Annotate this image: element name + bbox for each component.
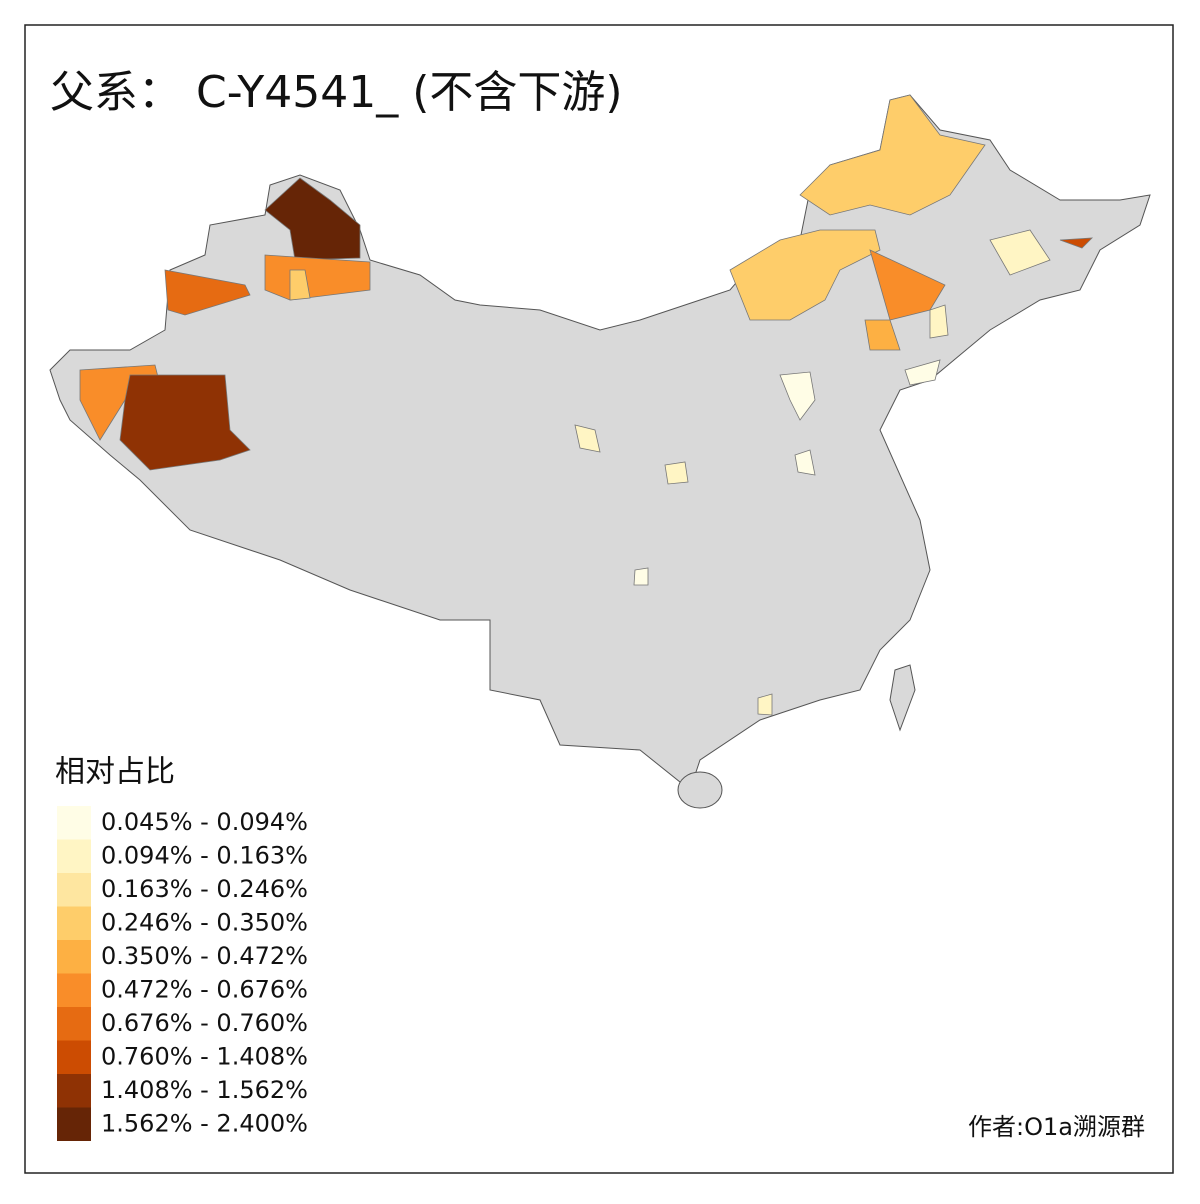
region	[1059, 237, 1094, 249]
legend-swatch	[57, 1007, 91, 1041]
region	[664, 461, 689, 485]
taiwan	[889, 664, 916, 732]
region	[729, 229, 881, 321]
region	[633, 567, 649, 586]
map-title: 父系： C-Y4541_ (不含下游)	[50, 67, 623, 118]
legend-swatch	[57, 973, 91, 1007]
region	[794, 449, 816, 476]
region	[574, 424, 601, 453]
legend: 0.045% - 0.094% 0.094% - 0.163% 0.163% - 0…	[57, 806, 308, 1141]
china-map	[49, 94, 1151, 809]
legend-title: 相对占比	[55, 755, 175, 790]
region	[904, 359, 941, 386]
legend-label: 1.562% - 2.400%	[101, 1110, 308, 1138]
hainan	[677, 771, 723, 809]
legend-label: 0.472% - 0.676%	[101, 976, 308, 1004]
legend-label: 0.094% - 0.163%	[101, 842, 308, 870]
legend-label: 1.408% - 1.562%	[101, 1076, 308, 1104]
region	[289, 269, 311, 301]
region	[989, 229, 1051, 276]
legend-swatch	[57, 873, 91, 907]
legend-swatch	[57, 906, 91, 940]
legend-label: 0.676% - 0.760%	[101, 1009, 308, 1037]
legend-swatch	[57, 839, 91, 873]
legend-swatch	[57, 940, 91, 974]
region	[119, 374, 251, 471]
region	[864, 319, 901, 351]
region	[779, 371, 816, 421]
region	[799, 94, 986, 216]
legend-swatch	[57, 1074, 91, 1108]
legend-label: 0.350% - 0.472%	[101, 942, 308, 970]
legend-label: 0.246% - 0.350%	[101, 909, 308, 937]
region	[757, 693, 773, 716]
legend-swatch	[57, 806, 91, 840]
legend-label: 0.045% - 0.094%	[101, 808, 308, 836]
legend-swatch	[57, 1107, 91, 1141]
credit: 作者:O1a溯源群	[968, 1113, 1145, 1141]
legend-swatch	[57, 1040, 91, 1074]
region	[929, 304, 949, 339]
legend-label: 0.760% - 1.408%	[101, 1043, 308, 1071]
region	[264, 177, 361, 261]
legend-label: 0.163% - 0.246%	[101, 875, 308, 903]
region	[164, 269, 251, 316]
